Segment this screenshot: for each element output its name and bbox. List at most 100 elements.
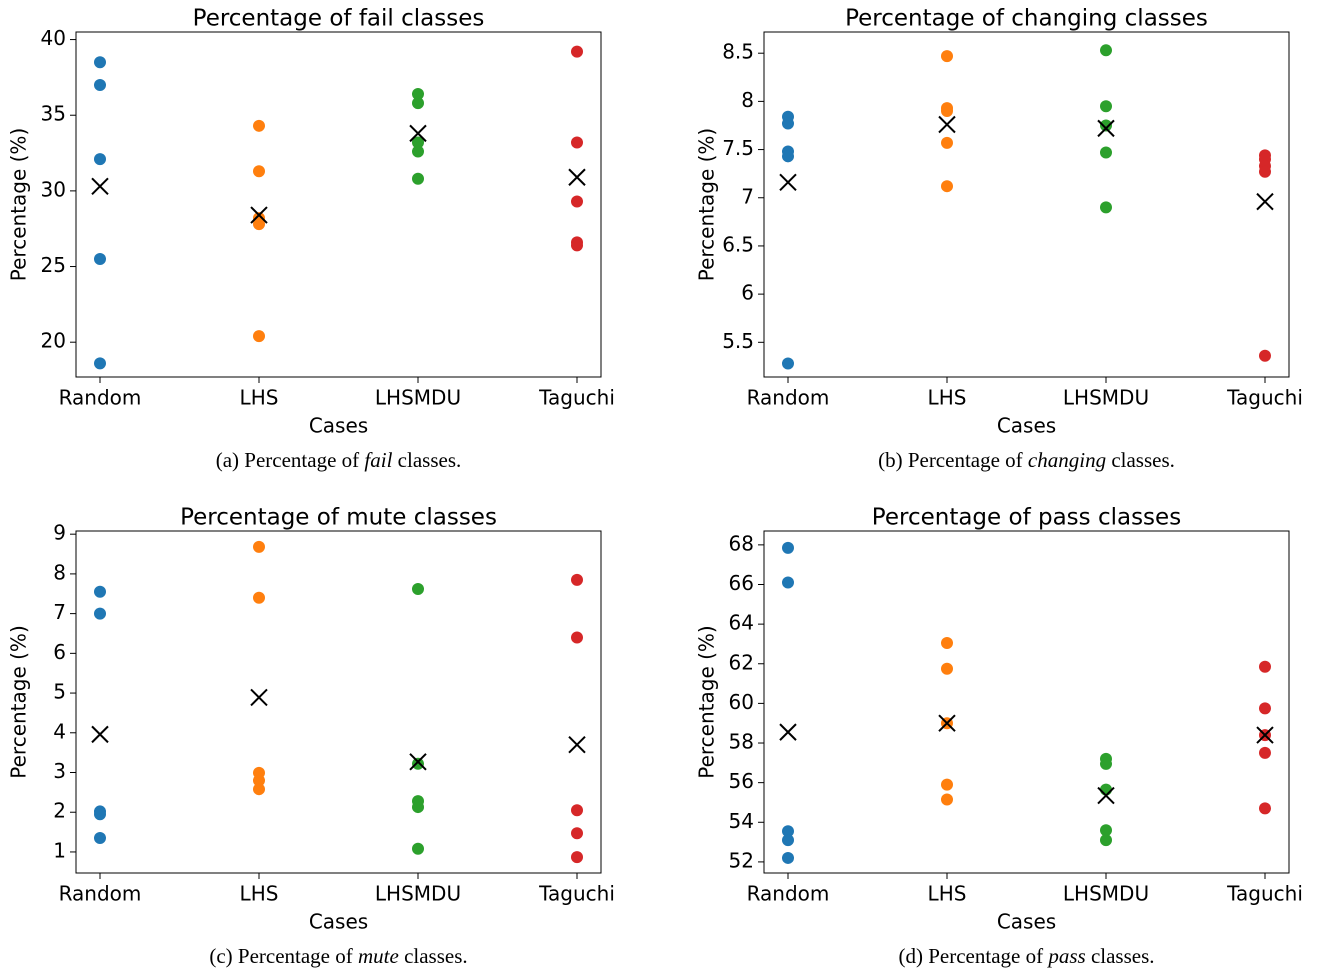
y-tick-label: 40: [41, 26, 66, 50]
caption-emphasis: mute: [358, 944, 399, 968]
y-tick-label: 8: [53, 560, 66, 584]
caption-emphasis: fail: [364, 448, 392, 472]
caption-label: (c) Percentage of: [209, 944, 352, 968]
point: [94, 808, 106, 821]
point: [412, 97, 424, 110]
point: [1259, 165, 1271, 178]
point: [941, 778, 953, 791]
point: [782, 825, 794, 838]
point: [1100, 834, 1112, 847]
point: [782, 150, 794, 163]
mean-marker: [779, 173, 797, 192]
y-tick-label: 7.5: [722, 136, 754, 160]
point: [253, 218, 265, 231]
point: [941, 793, 953, 806]
x-tick-label: LHSMDU: [1063, 386, 1149, 410]
point: [1100, 100, 1112, 113]
y-tick-label: 52: [729, 848, 754, 872]
y-tick-label: 3: [53, 759, 66, 783]
subplot: 52 54 56 58 60 62 64 66 68 Random LHS LHSMDU Taguchi…: [695, 505, 1303, 968]
point: [412, 582, 424, 595]
chart-title: Percentage of pass classes: [872, 505, 1181, 531]
y-axis-label: Percentage (%): [7, 625, 31, 778]
point: [94, 585, 106, 598]
y-tick-label: 35: [41, 102, 66, 126]
y-tick-label: 62: [729, 650, 754, 674]
x-tick-label: LHS: [240, 386, 279, 410]
plot-frame: [763, 530, 1290, 874]
point: [1259, 802, 1271, 815]
mean-marker: [250, 206, 268, 224]
point: [412, 172, 424, 185]
point: [571, 851, 583, 864]
x-tick-label: LHS: [928, 386, 967, 410]
point: [1100, 783, 1112, 796]
x-tick-label: Taguchi: [538, 882, 615, 906]
y-tick-label: 58: [729, 730, 754, 754]
point: [94, 357, 106, 370]
point: [571, 573, 583, 586]
point: [782, 117, 794, 130]
subplot: 5.5 6 6.5 7 7.5 8 8.5 Random LHS LHSMDU Taguchi Per…: [695, 6, 1303, 472]
point: [941, 136, 953, 149]
caption-tail: classes.: [1091, 944, 1155, 968]
subplot: 1 2 3 4 5 6 7 8 9 Random LHS LHSMDU Taguchi Percentag…: [7, 505, 615, 968]
point: [571, 239, 583, 252]
y-tick-label: 5.5: [722, 329, 754, 353]
mean-marker: [91, 177, 109, 196]
point: [1100, 824, 1112, 837]
mean-marker: [91, 725, 109, 744]
x-tick-label: Random: [59, 386, 142, 410]
mean-marker: [1097, 119, 1115, 138]
x-tick-label: LHS: [240, 882, 279, 906]
mean-marker: [1097, 786, 1115, 805]
point: [571, 136, 583, 149]
point: [1100, 146, 1112, 159]
y-axis-label: Percentage (%): [7, 128, 31, 281]
x-tick-label: LHS: [928, 882, 967, 906]
y-tick-label: 54: [729, 809, 754, 833]
point: [94, 56, 106, 69]
mean-marker: [409, 753, 427, 771]
point: [941, 636, 953, 649]
y-tick-label: 8.5: [722, 40, 754, 64]
caption-label: (d) Percentage of: [898, 944, 1043, 968]
y-tick-label: 5: [53, 680, 66, 704]
x-tick-label: Random: [747, 882, 830, 906]
caption: (b) Percentage of changing classes.: [878, 448, 1175, 472]
point: [412, 801, 424, 814]
y-tick-label: 25: [41, 253, 66, 277]
point: [782, 357, 794, 370]
caption-tail: classes.: [1111, 448, 1175, 472]
point: [782, 851, 794, 864]
x-tick-label: LHSMDU: [375, 386, 461, 410]
caption-label: (b) Percentage of: [878, 448, 1023, 472]
point: [253, 783, 265, 796]
point: [94, 832, 106, 845]
plot-frame: [75, 530, 602, 874]
point: [412, 757, 424, 770]
point: [1100, 757, 1112, 770]
point: [253, 165, 265, 178]
x-axis-label: Cases: [997, 414, 1056, 438]
mean-marker: [250, 688, 268, 707]
caption: (d) Percentage of pass classes.: [898, 944, 1154, 968]
point: [571, 827, 583, 840]
y-tick-label: 1: [53, 838, 66, 862]
chart-title: Percentage of changing classes: [845, 6, 1208, 32]
x-axis-label: Cases: [309, 910, 368, 934]
point: [253, 774, 265, 787]
point: [1259, 660, 1271, 673]
point: [253, 119, 265, 132]
point: [253, 330, 265, 343]
y-tick-label: 20: [41, 329, 66, 353]
y-tick-label: 7: [741, 184, 754, 208]
x-tick-label: LHSMDU: [375, 882, 461, 906]
y-tick-label: 56: [729, 769, 754, 793]
point: [571, 804, 583, 817]
caption-tail: classes.: [398, 448, 462, 472]
point: [1259, 746, 1271, 759]
x-tick-label: Taguchi: [1226, 386, 1303, 410]
caption: (a) Percentage of fail classes.: [216, 448, 462, 472]
